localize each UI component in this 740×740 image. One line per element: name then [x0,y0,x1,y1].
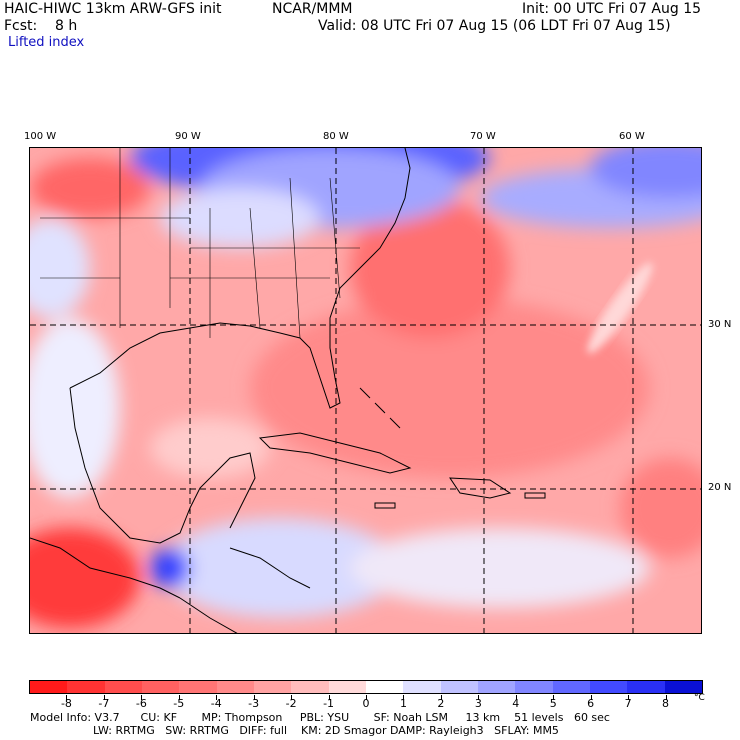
colorbar-cell [328,681,366,693]
colorbar-tick-label: 5 [549,697,557,710]
lon-label-60w: 60 W [619,131,645,142]
field-name: Lifted index [8,35,85,50]
lat-label-30n: 30 N [708,319,732,330]
colorbar-tick [66,695,68,700]
org-label: NCAR/MMM [272,1,353,17]
colorbar-cell [365,681,404,693]
forecast-hour: Fcst: 8 h [4,18,78,34]
colorbar-tick-label: 0 [362,697,370,710]
colorbar-cell [253,681,292,693]
colorbar-tick-label: -3 [248,697,260,710]
colorbar-tick-label: -1 [323,697,335,710]
graticule [30,148,701,633]
colorbar-cell [627,681,665,693]
colorbar-tick [178,695,180,700]
coastlines [30,148,546,633]
colorbar-tick-label: -6 [135,697,147,710]
colorbar-tick-label: 1 [399,697,407,710]
colorbar-cell [67,681,105,693]
colorbar-tick-label: -2 [285,697,297,710]
valid-time: Valid: 08 UTC Fri 07 Aug 15 (06 LDT Fri … [318,18,671,34]
lon-label-90w: 90 W [175,131,201,142]
colorbar-cell [477,681,516,693]
colorbar-tick-label: 8 [662,697,670,710]
colorbar-tick-label: 7 [624,697,632,710]
colorbar-tick [665,695,667,700]
model-title: HAIC-HIWC 13km ARW-GFS init [4,1,222,17]
colorbar-tick [253,695,255,700]
colorbar-tick [478,695,480,700]
colorbar-cell [515,681,553,693]
colorbar-tick [141,695,143,700]
map-canvas [30,148,701,633]
colorbar-cell [552,681,590,693]
colorbar-tick [515,695,517,700]
field-anomalies [30,148,701,628]
lat-label-20n: 20 N [708,482,732,493]
model-info-line2: LW: RRTMG SW: RRTMG DIFF: full KM: 2D Sm… [30,724,559,737]
colorbar [29,680,703,694]
colorbar-tick [440,695,442,700]
colorbar-cell [104,681,142,693]
colorbar-tick-label: 2 [437,697,445,710]
lon-label-70w: 70 W [470,131,496,142]
colorbar-tick [103,695,105,700]
colorbar-cell [291,681,329,693]
colorbar-cell [403,681,441,693]
colorbar-tick-label: -4 [210,697,222,710]
colorbar-tick [553,695,555,700]
colorbar-tick [590,695,592,700]
colorbar-cell [440,681,478,693]
colorbar-cell [30,681,68,693]
colorbar-unit: °C [694,693,705,703]
colorbar-tick [366,695,367,700]
colorbar-tick-label: 6 [587,697,595,710]
colorbar-tick [403,695,405,700]
colorbar-tick [328,695,330,700]
colorbar-tick [628,695,630,700]
colorbar-cell [216,681,254,693]
state-borders [40,148,360,339]
colorbar-tick-label: -8 [60,697,72,710]
colorbar-tick [216,695,218,700]
colorbar-tick-label: -7 [98,697,110,710]
colorbar-tick [291,695,293,700]
lon-label-80w: 80 W [323,131,349,142]
colorbar-cell [589,681,628,693]
colorbar-tick-label: 3 [474,697,482,710]
lon-label-100w: 100 W [24,131,57,142]
colorbar-cell [179,681,217,693]
colorbar-cell [141,681,180,693]
colorbar-tick-label: 4 [512,697,520,710]
model-info-line1: Model Info: V3.7 CU: KF MP: Thompson PBL… [30,711,610,724]
colorbar-cell [664,681,702,693]
init-time: Init: 00 UTC Fri 07 Aug 15 [522,1,702,17]
colorbar-tick-label: -5 [173,697,185,710]
lifted-index-map [29,147,702,634]
